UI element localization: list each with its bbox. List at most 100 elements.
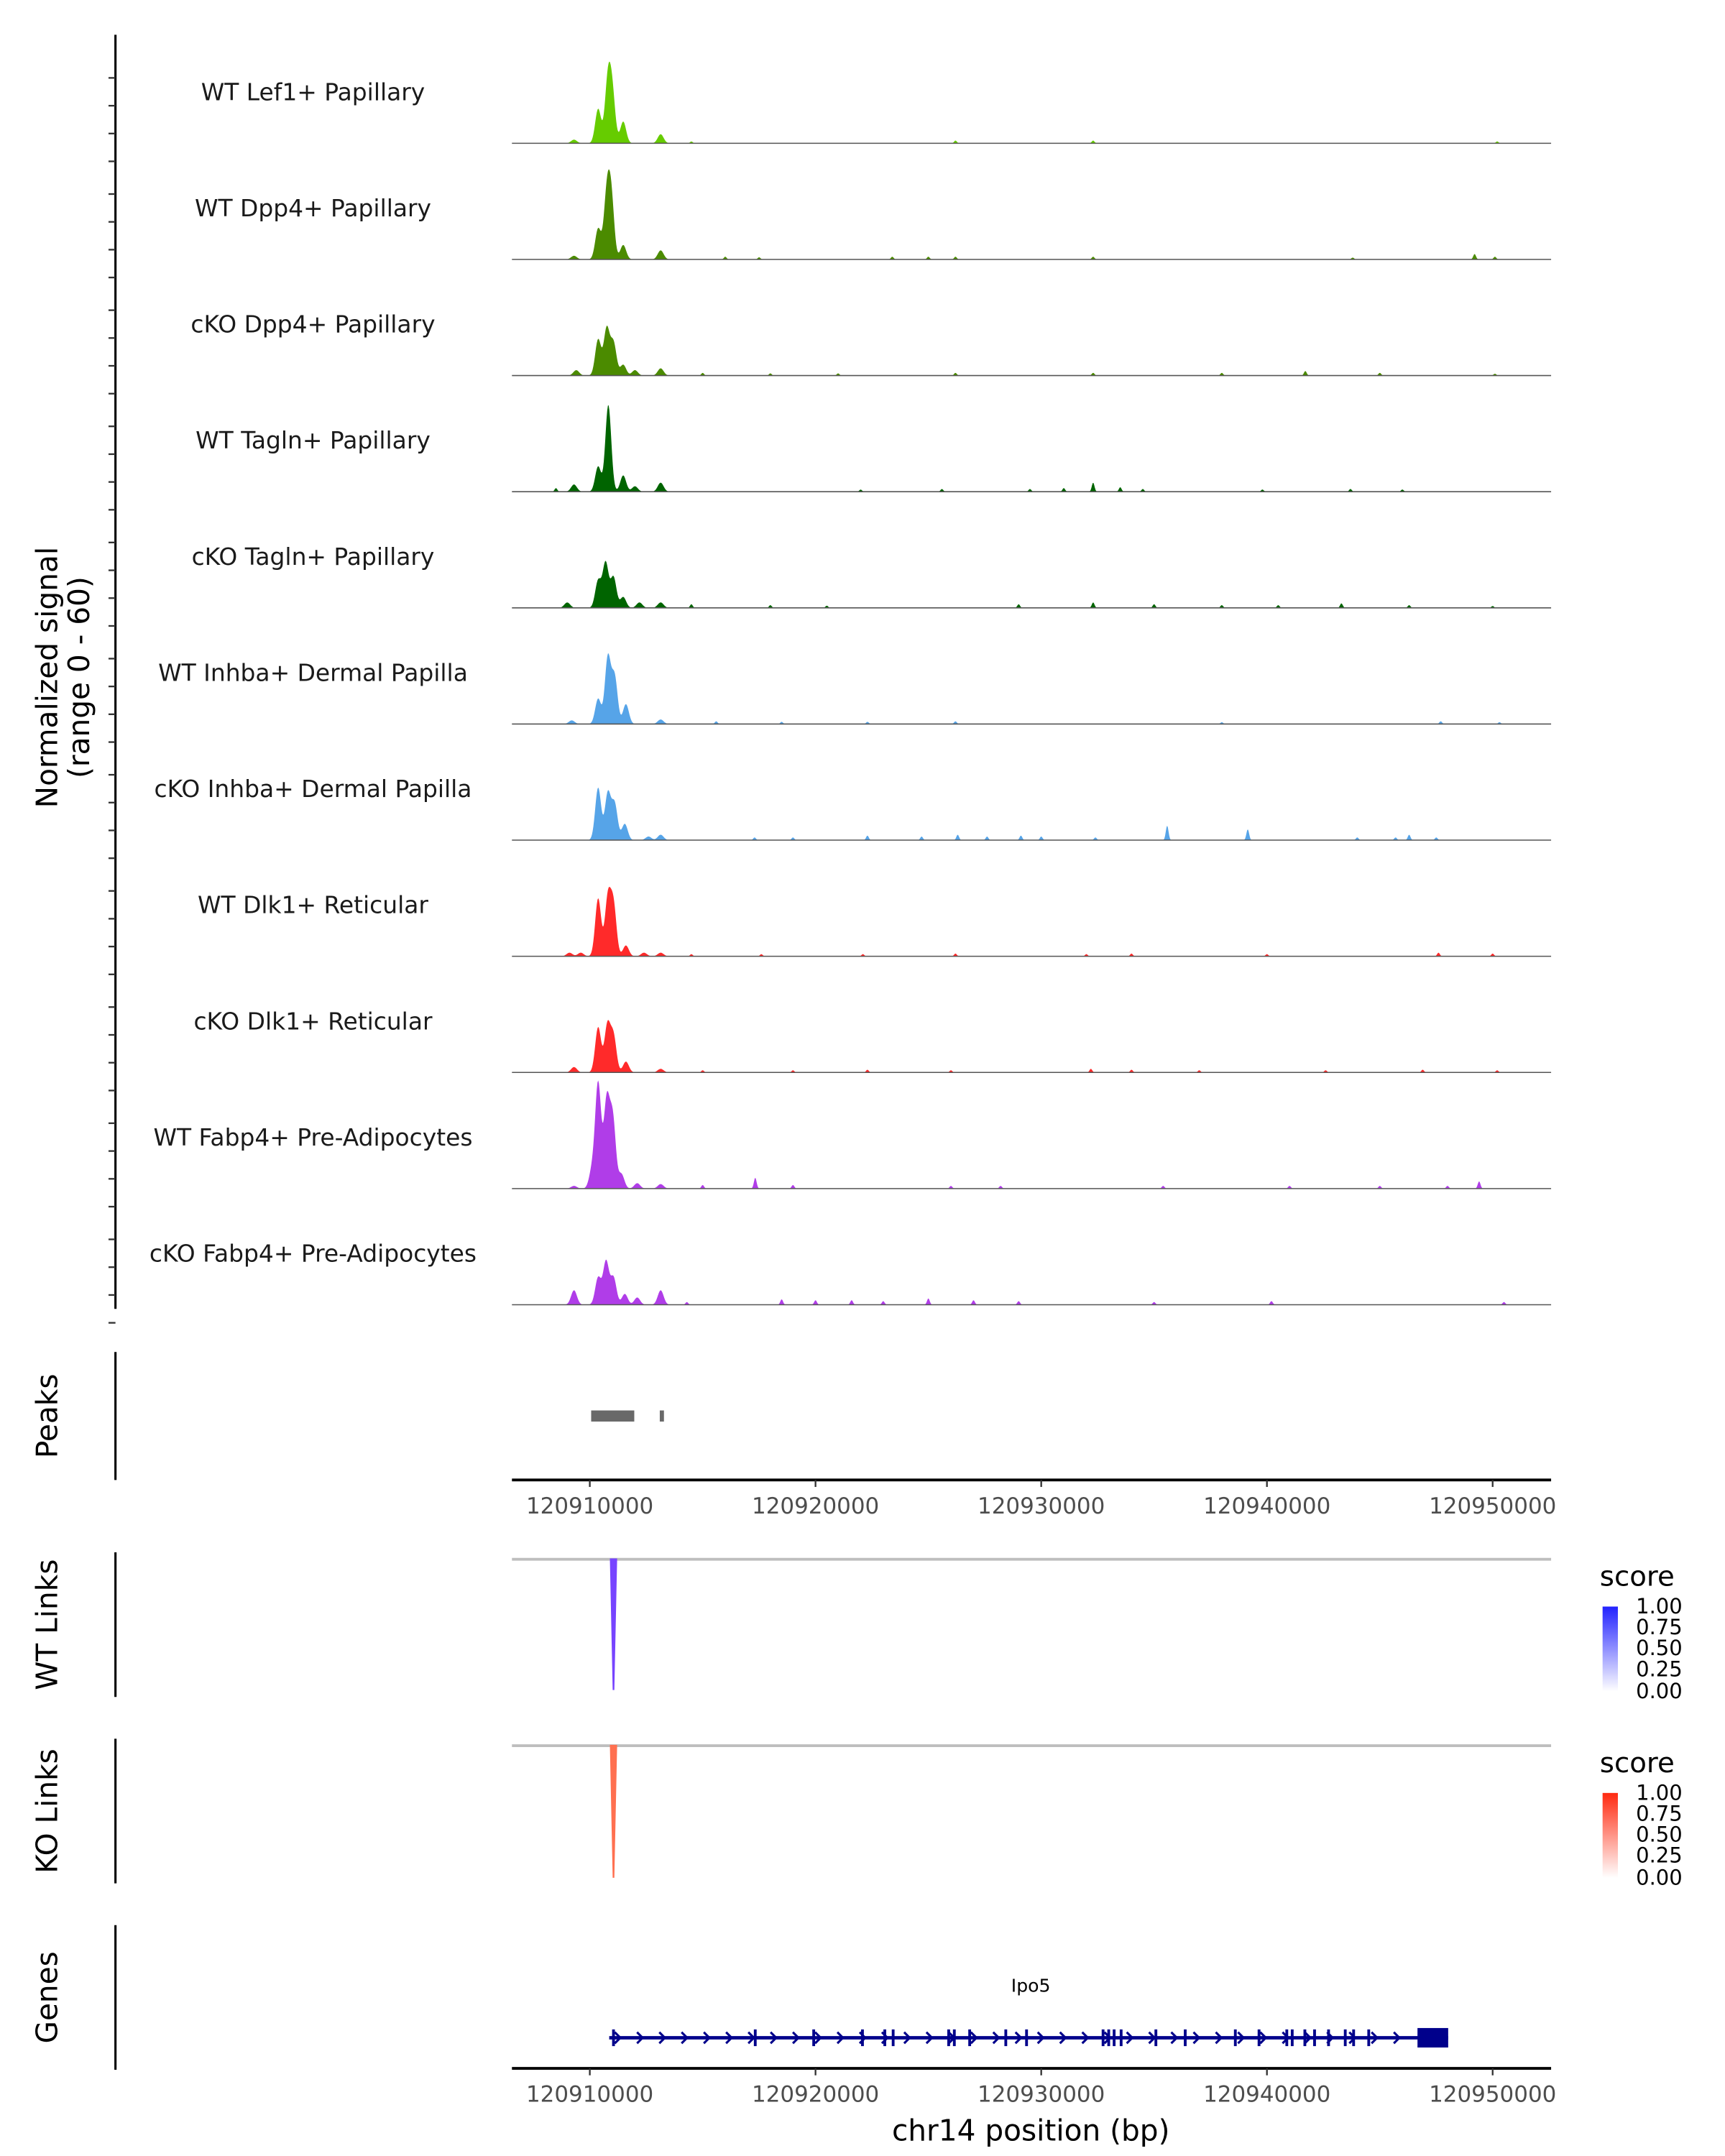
legend-label: 0.00 bbox=[1636, 1866, 1683, 1890]
legend-label: 0.50 bbox=[1636, 1636, 1683, 1660]
gene-model bbox=[609, 2027, 1448, 2048]
strand-arrow-icon bbox=[925, 2031, 934, 2045]
legend-label: 0.25 bbox=[1636, 1657, 1683, 1681]
strand-arrow-icon bbox=[992, 2031, 1000, 2045]
exon bbox=[952, 2029, 956, 2047]
signal-area bbox=[512, 61, 1552, 144]
exon bbox=[1290, 2029, 1294, 2047]
track-6: cKO Inhba+ Dermal Papilla bbox=[155, 775, 1552, 841]
exon bbox=[947, 2029, 950, 2047]
exon bbox=[1352, 2029, 1356, 2047]
x-tick-label: 120940000 bbox=[1203, 2082, 1330, 2108]
strand-arrow-icon bbox=[1014, 2031, 1023, 2045]
legend-label: 1.00 bbox=[1636, 1781, 1683, 1805]
exon bbox=[1154, 2029, 1158, 2047]
strand-arrow-icon bbox=[1192, 2031, 1201, 2045]
exon bbox=[1367, 2029, 1371, 2047]
track-label: cKO Inhba+ Dermal Papilla bbox=[155, 775, 472, 803]
exon bbox=[1303, 2029, 1307, 2047]
signal-area bbox=[512, 653, 1552, 724]
track-5: WT Inhba+ Dermal Papilla bbox=[158, 653, 1552, 725]
strand-arrow-icon bbox=[903, 2031, 911, 2045]
signal-area bbox=[512, 886, 1552, 957]
signal-area bbox=[512, 1259, 1552, 1305]
track-label: WT Dpp4+ Papillary bbox=[195, 194, 431, 222]
track-3: WT Tagln+ Papillary bbox=[196, 405, 1552, 492]
strand-arrow-icon bbox=[791, 2031, 801, 2045]
track-8: cKO Dlk1+ Reticular bbox=[193, 1007, 1552, 1074]
exon bbox=[1257, 2029, 1261, 2047]
genes-track-title: Genes bbox=[29, 1951, 64, 2043]
x-axis-top: 120910000 120920000 120930000 120940000 1209… bbox=[512, 1478, 1556, 1519]
strand-arrow-icon bbox=[1304, 2031, 1312, 2045]
exon bbox=[1101, 2029, 1105, 2047]
track-2: cKO Dpp4+ Papillary bbox=[190, 310, 1552, 377]
legend-label: 0.00 bbox=[1636, 1679, 1683, 1703]
signal-tracks: WT Lef1+ Papillary WT Dpp4+ Papillary cKO … bbox=[150, 61, 1552, 1306]
track-9: WT Fabp4+ Pre-Adipocytes bbox=[153, 1080, 1552, 1189]
ko-links-title: KO Links bbox=[29, 1749, 64, 1874]
strand-arrow-icon bbox=[1081, 2031, 1090, 2045]
strand-arrow-icon bbox=[814, 2031, 822, 2045]
signal-area bbox=[512, 405, 1552, 492]
track-label: cKO Tagln+ Papillary bbox=[192, 543, 435, 571]
x-axis-bottom: 120910000 120920000 120930000 120940000 1209… bbox=[512, 2067, 1556, 2108]
strand-arrow-icon bbox=[1059, 2031, 1067, 2045]
legend-title: score bbox=[1600, 1747, 1675, 1779]
strand-arrow-icon bbox=[636, 2031, 645, 2045]
exon bbox=[1233, 2029, 1237, 2047]
legend-title: score bbox=[1600, 1560, 1675, 1593]
peak-region bbox=[659, 1410, 664, 1422]
strand-arrow-icon bbox=[970, 2031, 978, 2045]
x-tick-label: 120930000 bbox=[978, 2082, 1105, 2108]
y-axis-subtitle: (range 0 - 60) bbox=[62, 576, 96, 778]
legend-label: 0.75 bbox=[1636, 1615, 1683, 1639]
strand-arrow-icon bbox=[1393, 2031, 1402, 2045]
x-tick-label: 120950000 bbox=[1429, 1493, 1556, 1519]
track-0: WT Lef1+ Papillary bbox=[201, 61, 1552, 144]
peaks-track-title: Peaks bbox=[29, 1374, 64, 1459]
x-tick-label: 120930000 bbox=[978, 1493, 1105, 1519]
legend-label: 0.50 bbox=[1636, 1823, 1683, 1847]
strand-arrow-icon bbox=[614, 2031, 622, 2045]
exon bbox=[1313, 2029, 1316, 2047]
x-tick-label: 120910000 bbox=[526, 1493, 653, 1519]
track-label: WT Tagln+ Papillary bbox=[196, 426, 431, 454]
exon bbox=[1119, 2029, 1123, 2047]
track-1: WT Dpp4+ Papillary bbox=[195, 169, 1552, 260]
strand-arrow-icon bbox=[658, 2031, 667, 2045]
track-label: WT Dlk1+ Reticular bbox=[198, 891, 428, 919]
x-tick-label: 120950000 bbox=[1429, 2082, 1556, 2108]
exon bbox=[1285, 2029, 1289, 2047]
exon bbox=[1113, 2029, 1116, 2047]
strand-arrow-icon bbox=[1126, 2031, 1134, 2045]
strand-arrow-icon bbox=[1170, 2031, 1179, 2045]
exon bbox=[891, 2029, 895, 2047]
exon bbox=[1004, 2029, 1008, 2047]
strand-arrow-icon bbox=[770, 2031, 778, 2045]
ko-score-legend: score 1.00 0.75 0.50 0.25 0.00 bbox=[1600, 1747, 1683, 1890]
exon bbox=[1025, 2029, 1029, 2047]
track-10: cKO Fabp4+ Pre-Adipocytes bbox=[150, 1239, 1552, 1306]
colorbar bbox=[1602, 1606, 1618, 1692]
track-label: WT Fabp4+ Pre-Adipocytes bbox=[153, 1123, 472, 1151]
legend-label: 1.00 bbox=[1636, 1594, 1683, 1618]
exon bbox=[612, 2029, 615, 2047]
peak-regions bbox=[591, 1410, 664, 1422]
link-arc bbox=[610, 1744, 617, 1878]
x-tick-label: 120920000 bbox=[752, 2082, 879, 2108]
track-label: cKO Dpp4+ Papillary bbox=[190, 310, 435, 338]
track-label: WT Inhba+ Dermal Papilla bbox=[158, 658, 468, 686]
exon bbox=[1107, 2029, 1110, 2047]
signal-y-axis bbox=[108, 34, 117, 1324]
strand-arrow-icon bbox=[1237, 2031, 1246, 2045]
signal-area bbox=[512, 326, 1552, 376]
exon-last bbox=[1417, 2027, 1448, 2048]
exon bbox=[883, 2029, 886, 2047]
legend-label: 0.75 bbox=[1636, 1802, 1683, 1826]
exon bbox=[1184, 2029, 1187, 2047]
track-label: cKO Fabp4+ Pre-Adipocytes bbox=[150, 1239, 477, 1267]
strand-arrow-icon bbox=[1036, 2031, 1045, 2045]
track-label: cKO Dlk1+ Reticular bbox=[193, 1007, 433, 1035]
